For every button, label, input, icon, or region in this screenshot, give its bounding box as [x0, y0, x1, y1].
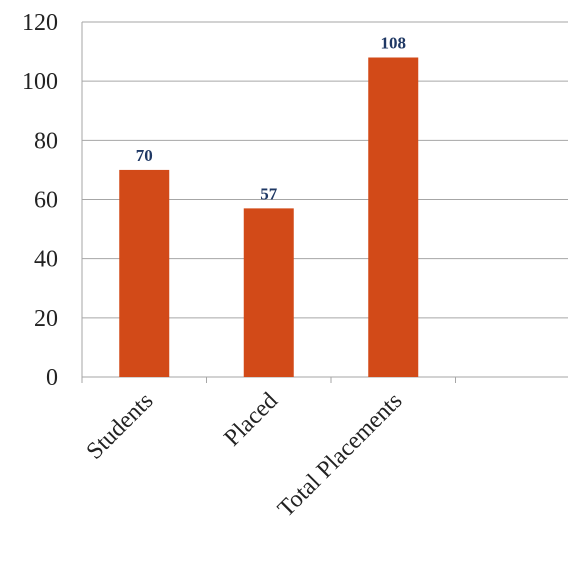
bar-students [119, 169, 170, 377]
data-label: 108 [381, 34, 407, 53]
x-tick-label: Total Placements [273, 388, 408, 523]
data-labels: 70 57 108 [136, 34, 406, 204]
y-tick-label: 0 [46, 365, 58, 391]
y-tick-label: 100 [22, 69, 58, 95]
x-tick-label: Students [82, 388, 159, 465]
bar-placed [243, 208, 294, 377]
y-tick-label: 80 [34, 128, 58, 154]
y-tick-labels: 0 20 40 60 80 100 120 [22, 10, 58, 391]
data-label: 70 [136, 146, 153, 165]
y-tick-label: 120 [22, 10, 58, 36]
bars [119, 57, 419, 377]
y-tick-label: 20 [34, 306, 58, 332]
y-tick-label: 60 [34, 188, 58, 214]
y-tick-label: 40 [34, 247, 58, 273]
data-label: 57 [260, 184, 278, 203]
x-tick-marks [81, 377, 456, 383]
bar-total-placements [368, 57, 419, 377]
x-tick-label: Placed [219, 388, 283, 452]
